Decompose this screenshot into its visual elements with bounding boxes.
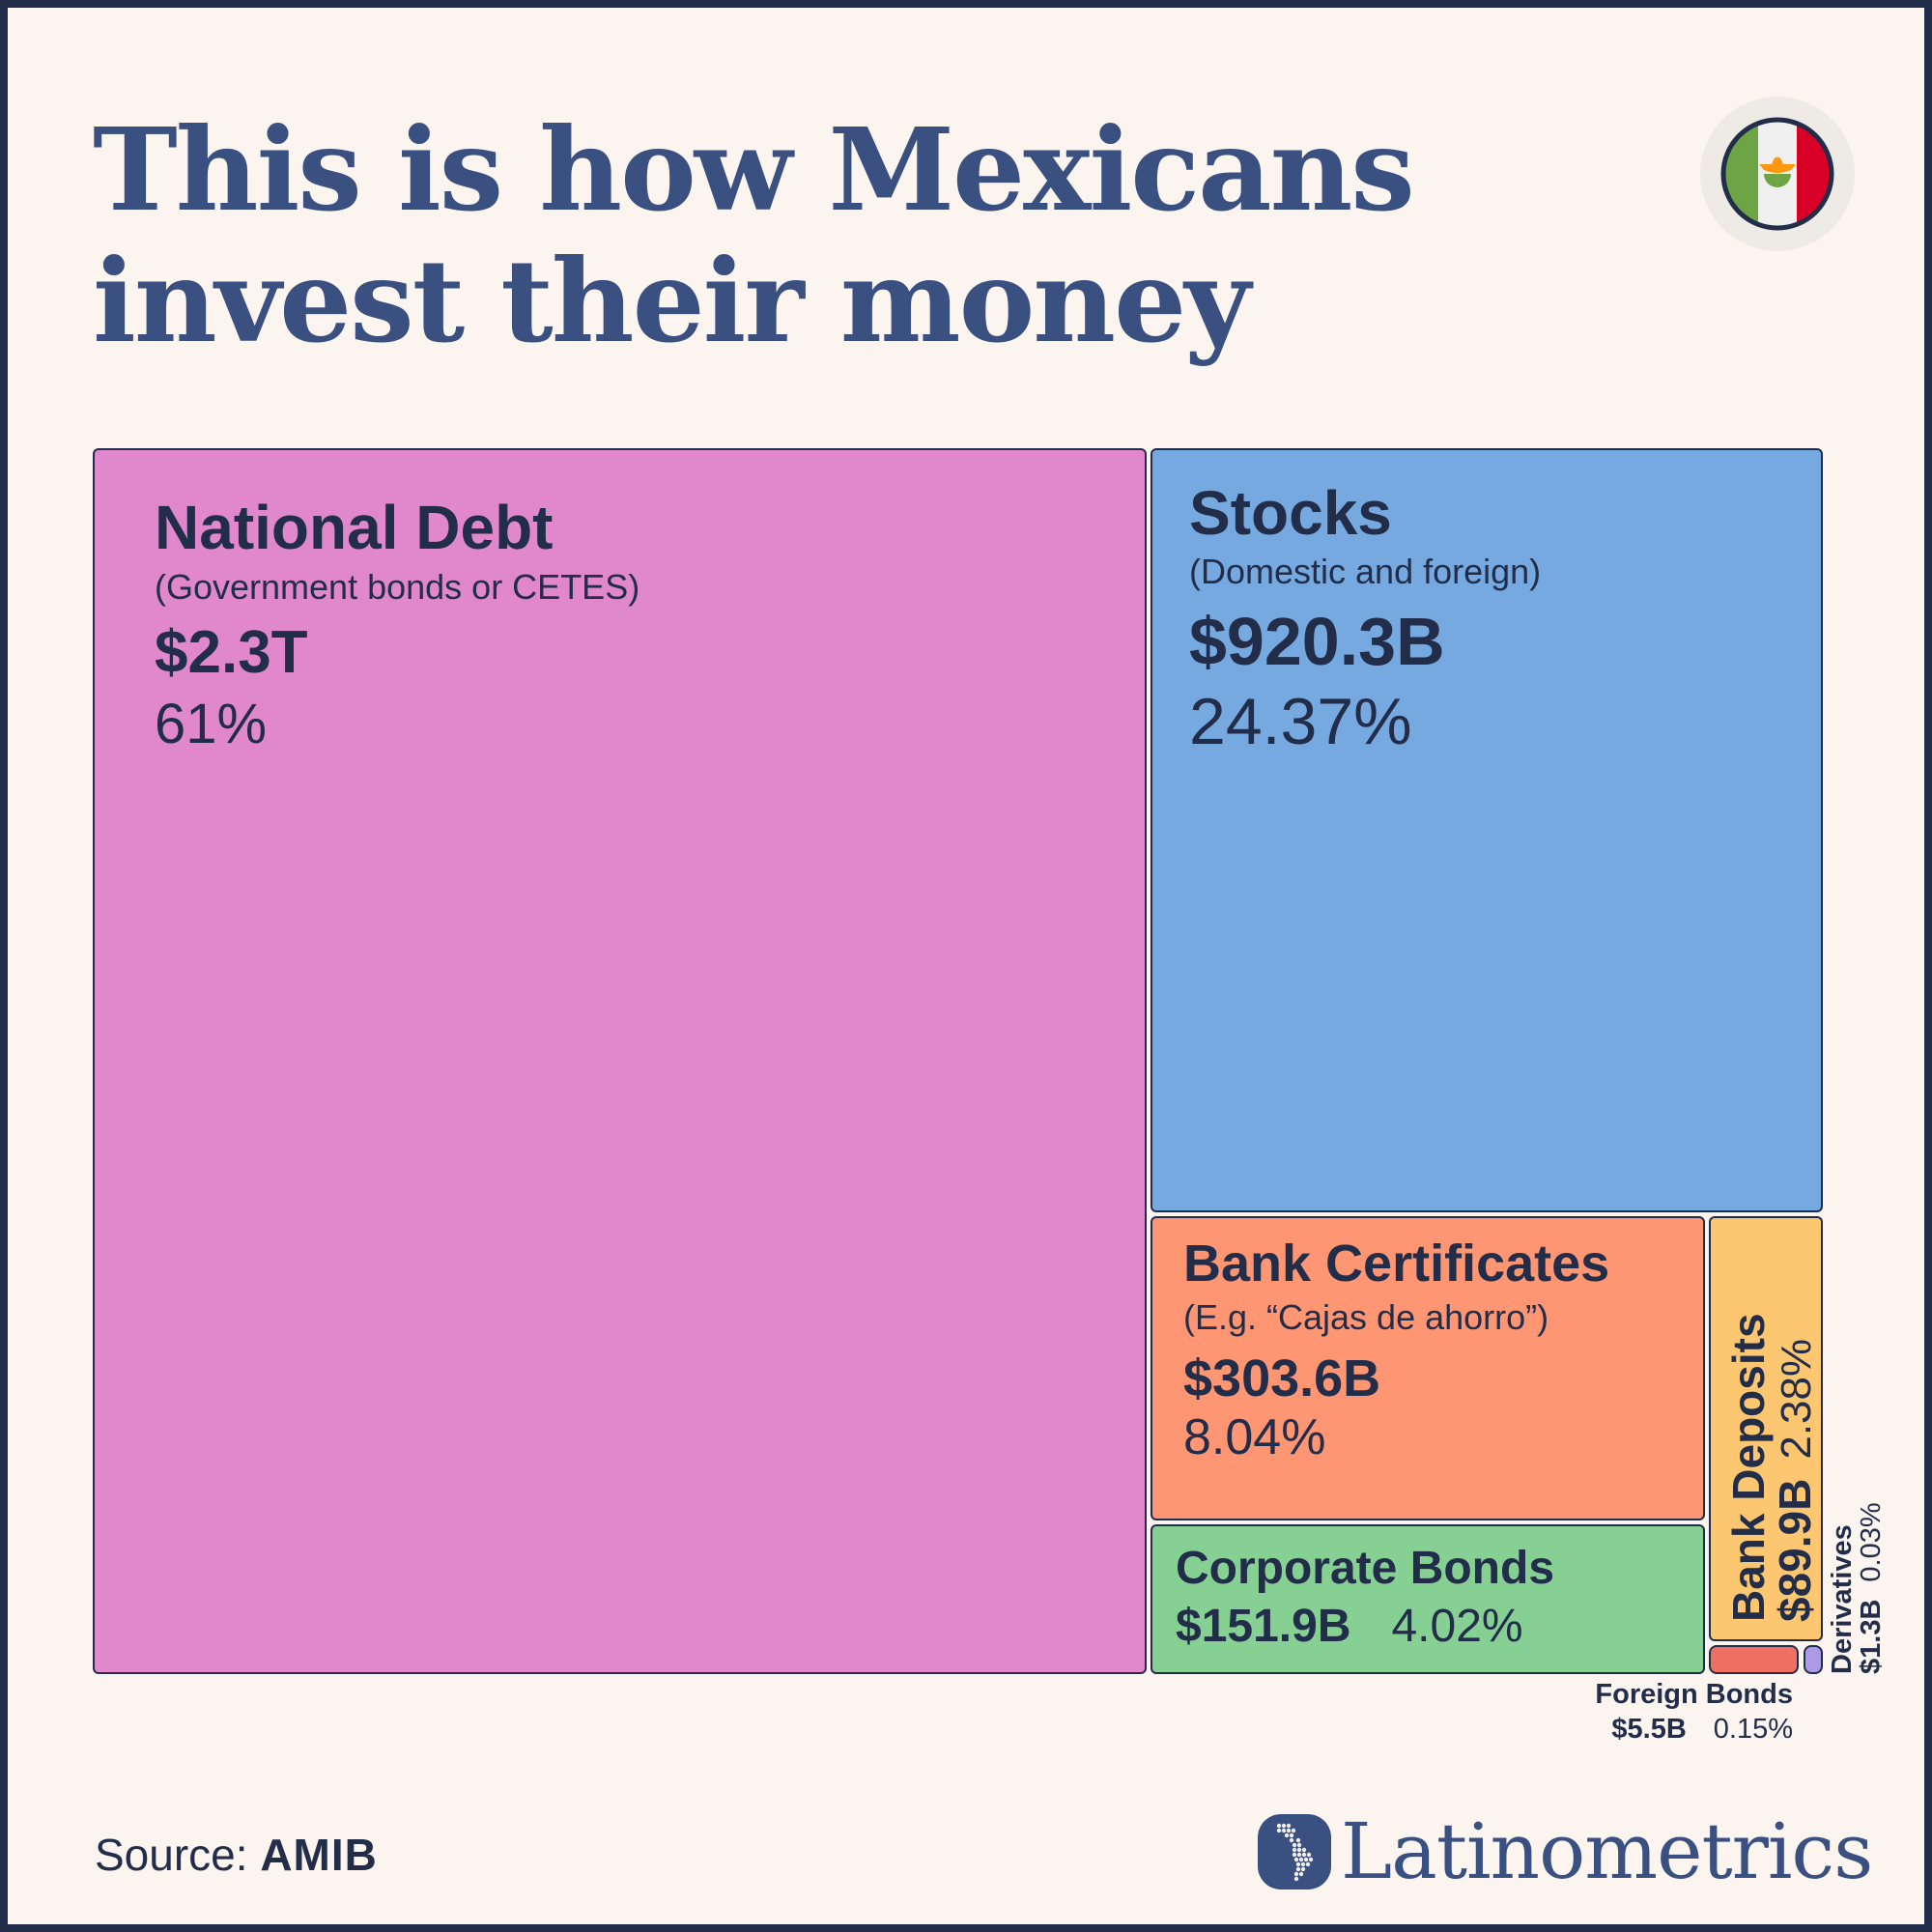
tile-name: National Debt	[155, 493, 554, 562]
tile-value: $303.6B	[1183, 1350, 1381, 1407]
tile-national-debt: National Debt (Government bonds or CETES…	[93, 448, 1147, 1674]
tile-percent: 24.37%	[1189, 685, 1412, 758]
title-line-2: invest their money	[93, 234, 1251, 368]
tile-bank-deposits: Bank Deposits $89.9B 2.38%	[1709, 1216, 1823, 1641]
tile-subtitle: (E.g. “Cajas de ahorro”)	[1183, 1297, 1549, 1337]
tile-corporate-bonds: Corporate Bonds $151.9B 4.02%	[1151, 1524, 1705, 1674]
tile-stocks: Stocks (Domestic and foreign) $920.3B 24…	[1151, 448, 1823, 1212]
tile-name: Foreign Bonds	[1595, 1679, 1793, 1710]
derivatives-label: Derivatives $1.3B 0.03%	[1827, 1502, 1887, 1674]
title-line-1: This is how Mexicans	[93, 102, 1415, 237]
tile-percent: 0.03%	[1856, 1502, 1887, 1582]
tile-value: $151.9B	[1176, 1601, 1351, 1652]
tile-name: Derivatives	[1827, 1524, 1858, 1674]
tile-name: Stocks	[1189, 478, 1392, 548]
brand-name: Latinometrics	[1341, 1806, 1873, 1896]
tile-foreign-bonds	[1709, 1645, 1799, 1674]
tile-percent: 2.38%	[1773, 1338, 1820, 1460]
brand-logo: Latinometrics	[1258, 1806, 1873, 1896]
page-title: This is how Mexicans invest their money	[93, 102, 1415, 368]
tile-value: $89.9B	[1770, 1478, 1820, 1622]
tile-value: $1.3B	[1856, 1599, 1887, 1674]
tile-name: Bank Deposits	[1723, 1313, 1774, 1622]
source-note: Source: AMIB	[95, 1828, 378, 1882]
mexico-flag-icon	[1720, 117, 1834, 231]
tile-value: $5.5B	[1611, 1714, 1687, 1745]
tile-name: Corporate Bonds	[1176, 1543, 1555, 1594]
flag-badge	[1700, 97, 1855, 251]
latin-america-dot-map-icon	[1258, 1814, 1331, 1889]
source-label: Source:	[95, 1830, 248, 1880]
tile-percent: 61%	[155, 693, 268, 755]
tile-value: $920.3B	[1189, 604, 1445, 679]
tile-percent: 8.04%	[1183, 1409, 1326, 1465]
tile-subtitle: (Government bonds or CETES)	[155, 567, 640, 607]
tile-percent: 0.15%	[1713, 1714, 1793, 1745]
tile-bank-certificates: Bank Certificates (E.g. “Cajas de ahorro…	[1151, 1216, 1705, 1520]
foreign-bonds-label: Foreign Bonds $5.5B 0.15%	[1565, 1677, 1793, 1747]
tile-percent: 4.02%	[1391, 1601, 1523, 1652]
tile-name: Bank Certificates	[1183, 1235, 1610, 1293]
tile-value: $2.3T	[155, 619, 308, 686]
tile-derivatives	[1804, 1645, 1823, 1674]
tile-subtitle: (Domestic and foreign)	[1189, 552, 1542, 591]
source-name: AMIB	[260, 1830, 378, 1880]
